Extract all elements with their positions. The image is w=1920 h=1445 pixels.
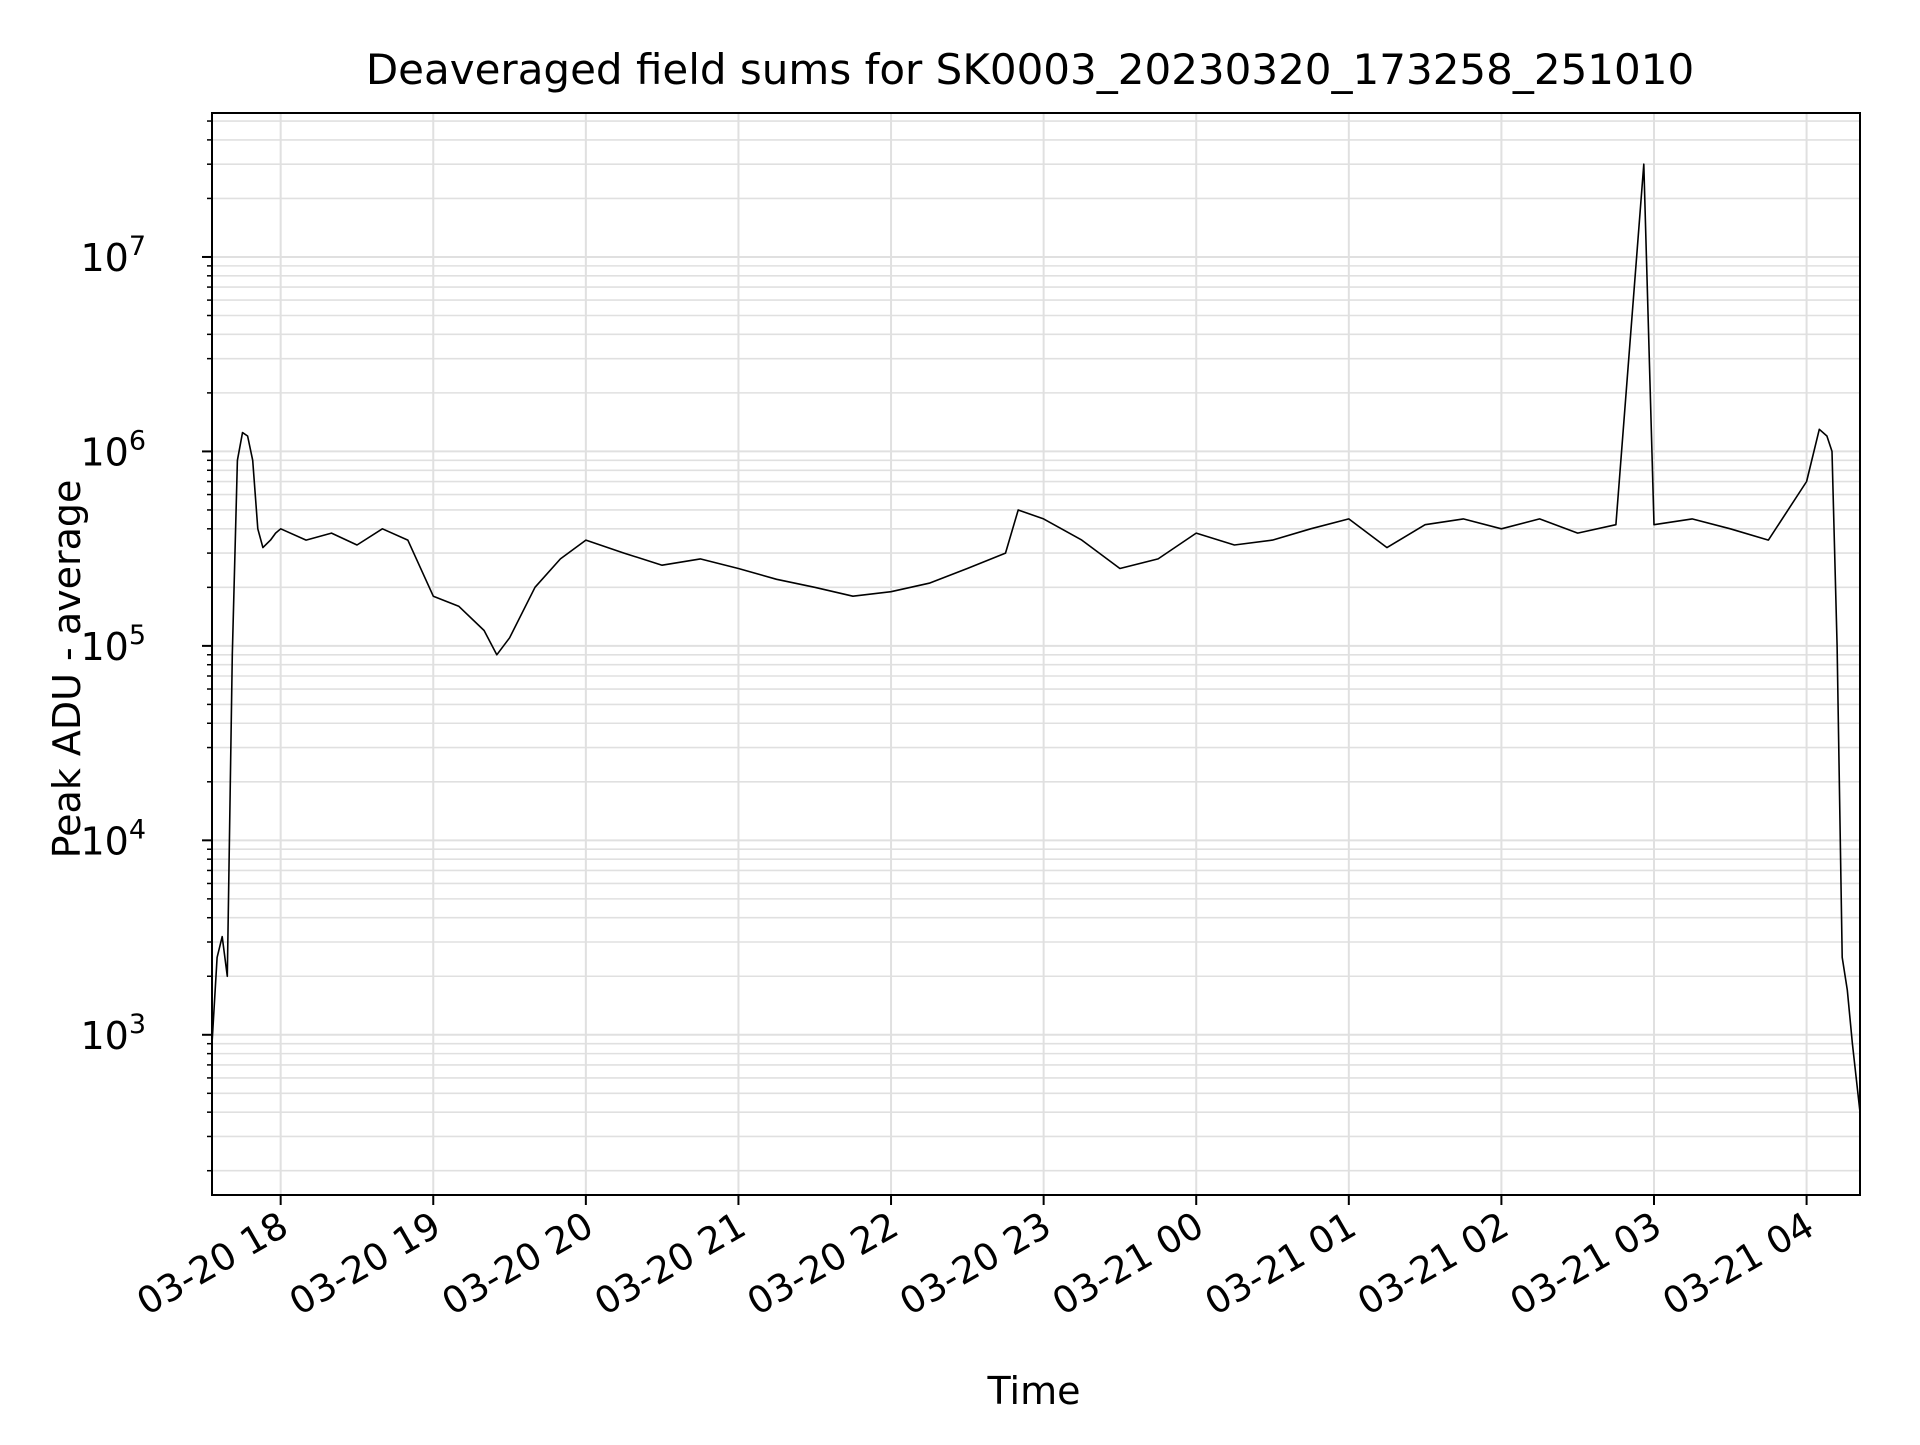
y-axis-label: Peak ADU - average	[45, 480, 89, 859]
y-tick-label: 104	[80, 814, 146, 863]
series-line	[211, 163, 1861, 1113]
data-series	[211, 163, 1861, 1113]
y-tick-label: 105	[80, 620, 146, 669]
x-axis-label: Time	[987, 1369, 1081, 1413]
y-tick-label: 107	[80, 231, 146, 280]
chart-title: Deaveraged field sums for SK0003_2023032…	[366, 45, 1694, 94]
y-tick-labels: 103 104 105 106 107	[80, 231, 146, 1058]
plot-frame	[211, 112, 1861, 1196]
axes	[202, 112, 1861, 1205]
grid-lines	[212, 113, 1860, 1195]
y-tick-label: 106	[80, 425, 146, 474]
y-tick-label: 103	[80, 1009, 146, 1058]
